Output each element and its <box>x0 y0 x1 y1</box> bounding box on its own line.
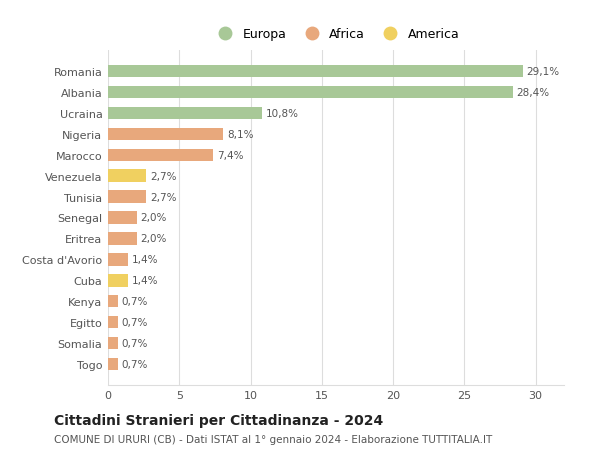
Text: 0,7%: 0,7% <box>122 317 148 327</box>
Text: 0,7%: 0,7% <box>122 297 148 307</box>
Bar <box>108 66 523 78</box>
Bar <box>108 170 146 183</box>
Legend: Europa, Africa, America: Europa, Africa, America <box>208 23 464 46</box>
Bar <box>108 295 118 308</box>
Text: 10,8%: 10,8% <box>265 109 298 119</box>
Text: 29,1%: 29,1% <box>526 67 559 77</box>
Bar <box>108 316 118 329</box>
Text: 2,7%: 2,7% <box>150 192 176 202</box>
Bar <box>108 191 146 203</box>
Bar <box>108 149 214 162</box>
Text: 0,7%: 0,7% <box>122 359 148 369</box>
Bar <box>108 253 128 266</box>
Bar <box>108 233 137 245</box>
Bar <box>108 129 223 141</box>
Text: 7,4%: 7,4% <box>217 151 244 161</box>
Bar <box>108 337 118 349</box>
Text: 28,4%: 28,4% <box>516 88 550 98</box>
Text: Cittadini Stranieri per Cittadinanza - 2024: Cittadini Stranieri per Cittadinanza - 2… <box>54 413 383 427</box>
Text: 1,4%: 1,4% <box>131 275 158 285</box>
Bar <box>108 107 262 120</box>
Bar <box>108 212 137 224</box>
Text: 2,0%: 2,0% <box>140 234 166 244</box>
Text: 8,1%: 8,1% <box>227 129 253 140</box>
Text: 2,7%: 2,7% <box>150 171 176 181</box>
Text: 0,7%: 0,7% <box>122 338 148 348</box>
Bar <box>108 274 128 287</box>
Bar <box>108 87 513 99</box>
Text: COMUNE DI URURI (CB) - Dati ISTAT al 1° gennaio 2024 - Elaborazione TUTTITALIA.I: COMUNE DI URURI (CB) - Dati ISTAT al 1° … <box>54 434 492 444</box>
Text: 2,0%: 2,0% <box>140 213 166 223</box>
Bar <box>108 358 118 370</box>
Text: 1,4%: 1,4% <box>131 255 158 265</box>
